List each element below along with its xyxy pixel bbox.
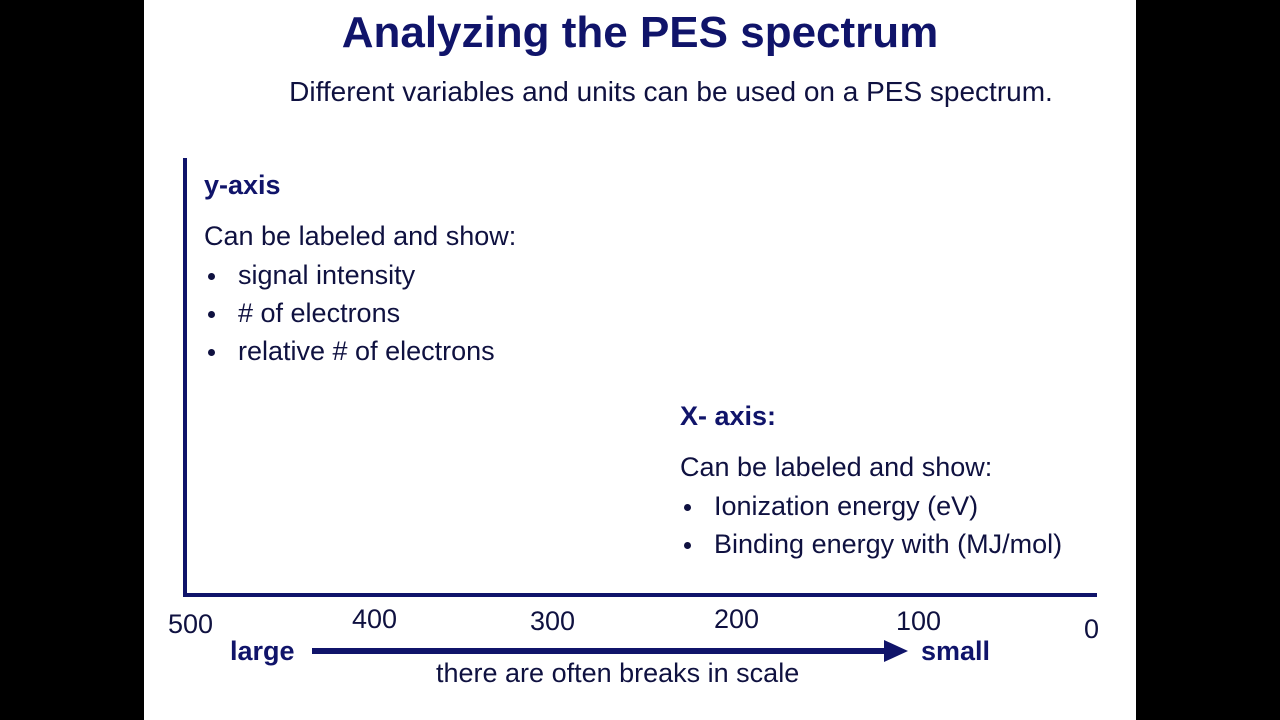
slide-subtitle: Different variables and units can be use…: [289, 76, 1053, 107]
bullet-icon: [684, 542, 691, 549]
y-axis-list: signal intensity # of electrons relative…: [204, 256, 516, 370]
x-axis-description: X- axis: Can be labeled and show: Ioniza…: [680, 401, 1062, 563]
bullet-icon: [684, 504, 691, 511]
tick-label-400: 400: [352, 604, 398, 634]
bullet-icon: [208, 273, 215, 280]
y-axis-line: [183, 158, 187, 596]
scale-break-note: there are often breaks in scale: [436, 658, 800, 688]
arrow-right-icon: [884, 640, 908, 662]
tick-label-200: 200: [714, 604, 760, 634]
list-item: signal intensity: [204, 256, 516, 294]
list-item: Ionization energy (eV): [680, 487, 1062, 525]
tick-label-100: 100: [896, 606, 942, 636]
y-axis-description: y-axis Can be labeled and show: signal i…: [204, 170, 516, 370]
list-item: relative # of electrons: [204, 332, 516, 370]
x-axis-heading: X- axis:: [680, 401, 777, 431]
x-axis-list: Ionization energy (eV) Binding energy wi…: [680, 487, 1062, 563]
x-axis-line: [183, 593, 1097, 597]
small-label: small: [921, 636, 991, 666]
y-axis-heading: y-axis: [204, 170, 281, 200]
list-item: # of electrons: [204, 294, 516, 332]
slide-title: Analyzing the PES spectrum: [341, 8, 939, 57]
bullet-icon: [208, 311, 215, 318]
large-label: large: [230, 636, 295, 666]
tick-label-0: 0: [1084, 614, 1100, 644]
direction-arrow-shaft: [312, 648, 890, 654]
list-item: Binding energy with (MJ/mol): [680, 525, 1062, 563]
y-axis-intro: Can be labeled and show:: [204, 221, 517, 251]
slide: Analyzing the PES spectrum Different var…: [144, 0, 1136, 720]
tick-label-500: 500: [168, 609, 214, 639]
x-axis-intro: Can be labeled and show:: [680, 452, 993, 482]
tick-label-300: 300: [530, 606, 576, 636]
bullet-icon: [208, 349, 215, 356]
